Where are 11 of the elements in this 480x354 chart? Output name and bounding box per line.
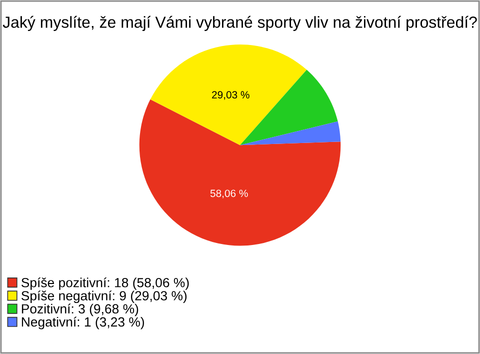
legend-label: Spíše pozitivní: 18 (58,06 %) bbox=[21, 277, 189, 290]
data-label: 58,06 % bbox=[210, 190, 248, 198]
pie-slice bbox=[240, 70, 338, 146]
legend-label: Negativní: 1 (3,23 %) bbox=[22, 316, 144, 330]
pie-slice bbox=[139, 99, 341, 246]
legend-label: Spíše negativní: 9 (29,03 %) bbox=[21, 290, 187, 304]
pie-slice bbox=[240, 121, 341, 146]
data-label: 29,03 % bbox=[212, 91, 250, 100]
pie-slice bbox=[150, 44, 307, 146]
chart-title: Jaký myslíte, že mají Vámi vybrané sporty vliv na životní prostředí? bbox=[2, 16, 477, 32]
legend-label: Pozitivní: 3 (9,68 %) bbox=[22, 304, 138, 316]
